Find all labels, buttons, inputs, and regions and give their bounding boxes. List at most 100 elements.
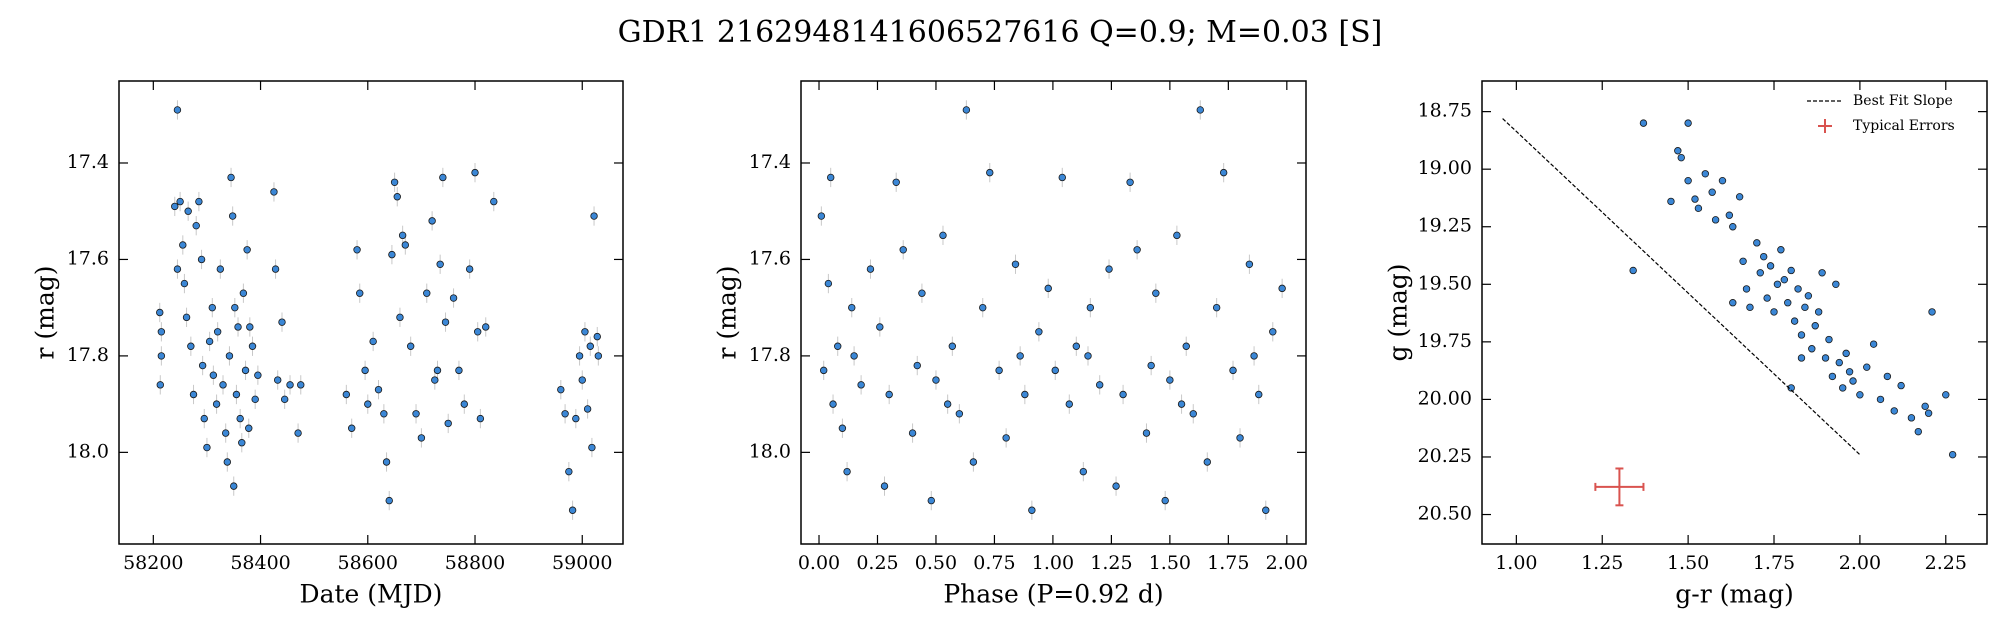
point — [197, 255, 206, 264]
point — [908, 429, 917, 437]
point — [238, 439, 246, 447]
point — [1262, 506, 1270, 514]
legend-label: Typical Errors — [1853, 118, 1955, 134]
point — [239, 289, 248, 297]
point — [278, 318, 286, 326]
point — [390, 178, 399, 186]
point — [932, 376, 940, 384]
point — [1924, 409, 1933, 417]
point — [1825, 335, 1833, 344]
point — [827, 173, 835, 182]
point — [1694, 204, 1703, 213]
point — [1684, 119, 1692, 127]
point — [223, 458, 232, 466]
point — [364, 400, 372, 408]
point — [1278, 284, 1286, 293]
fit-line — [1502, 118, 1861, 456]
point — [1787, 384, 1795, 392]
point — [274, 376, 282, 384]
point — [251, 395, 259, 404]
point — [565, 467, 573, 476]
point — [271, 265, 280, 273]
x-tick-label: 0.25 — [856, 552, 898, 574]
y-tick-label: 17.4 — [749, 151, 791, 173]
legend-label: Best Fit Slope — [1853, 93, 1953, 109]
point — [417, 434, 426, 442]
point — [439, 173, 447, 182]
point — [1112, 482, 1120, 490]
point — [406, 342, 415, 350]
point — [428, 217, 436, 225]
point — [1756, 269, 1764, 277]
point — [1021, 390, 1029, 399]
point — [232, 390, 241, 399]
point — [581, 328, 589, 336]
x-tick-label: 0.75 — [973, 552, 1015, 574]
point — [1711, 216, 1720, 224]
point — [231, 303, 239, 312]
x-tick-label: 58200 — [123, 552, 183, 574]
point — [1797, 354, 1806, 362]
point — [157, 352, 166, 360]
point — [476, 414, 485, 423]
point — [1777, 246, 1785, 254]
x-tick-label: 1.25 — [1090, 552, 1132, 574]
point — [583, 405, 592, 413]
point — [885, 390, 893, 399]
point — [1677, 153, 1685, 162]
point — [465, 265, 474, 273]
point — [1212, 303, 1221, 312]
point — [1794, 285, 1802, 293]
point — [829, 400, 837, 408]
point — [1086, 303, 1095, 312]
point — [1814, 308, 1823, 316]
point — [388, 250, 396, 259]
y-tick-label: 18.0 — [749, 440, 791, 462]
point — [208, 303, 216, 312]
point — [241, 366, 250, 375]
x-tick-label: 59000 — [552, 552, 612, 574]
point — [876, 323, 884, 331]
point — [1839, 384, 1847, 392]
point — [203, 443, 211, 452]
point — [385, 496, 393, 505]
point — [1784, 299, 1792, 307]
point — [561, 410, 569, 418]
point — [1152, 289, 1160, 297]
point — [228, 212, 237, 220]
point — [221, 429, 230, 437]
point — [471, 168, 479, 177]
point — [356, 289, 364, 297]
point — [1828, 372, 1837, 381]
point — [225, 352, 234, 360]
point — [1142, 429, 1151, 437]
point — [1845, 368, 1854, 376]
point — [342, 390, 351, 399]
point — [1739, 257, 1747, 265]
point — [1842, 349, 1850, 358]
point — [588, 443, 596, 452]
point — [1742, 285, 1751, 293]
axes-frame — [1481, 80, 1988, 545]
x-tick-label: 1.50 — [1149, 552, 1191, 574]
point — [1928, 308, 1936, 316]
point — [396, 313, 404, 322]
point — [380, 410, 388, 418]
point — [1126, 178, 1134, 186]
point — [594, 352, 603, 360]
point — [490, 197, 498, 206]
point — [1708, 188, 1716, 196]
y-tick-label: 17.4 — [67, 151, 109, 173]
point — [1849, 377, 1857, 385]
x-tick-label: 1.75 — [1753, 552, 1795, 574]
point — [205, 337, 214, 346]
point — [1869, 340, 1878, 348]
point — [1684, 176, 1692, 185]
point — [918, 289, 926, 297]
x-axis-label: g-r (mag) — [1675, 580, 1793, 609]
point — [1797, 331, 1806, 339]
point — [369, 337, 377, 346]
point — [297, 381, 305, 389]
point — [1804, 292, 1813, 300]
point — [1863, 363, 1871, 371]
